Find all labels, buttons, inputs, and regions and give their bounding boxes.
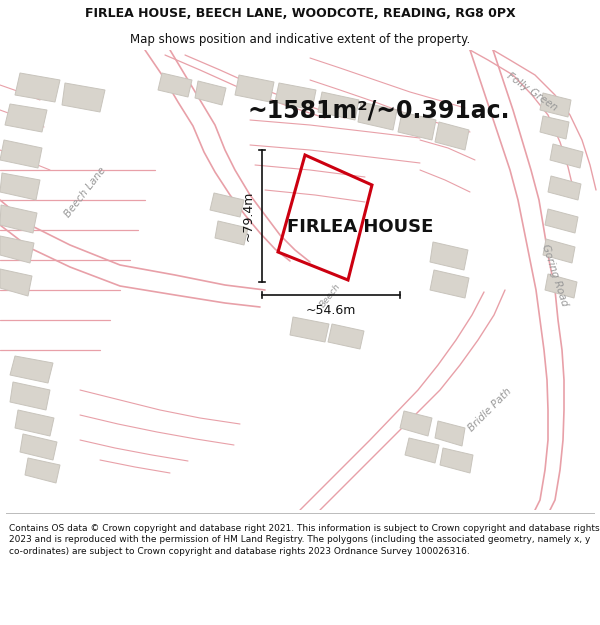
Text: ~54.6m: ~54.6m: [306, 304, 356, 316]
Text: ~1581m²/~0.391ac.: ~1581m²/~0.391ac.: [248, 98, 511, 122]
Polygon shape: [398, 112, 436, 140]
Polygon shape: [0, 173, 40, 200]
Polygon shape: [0, 269, 32, 296]
Text: Beech: Beech: [318, 281, 342, 309]
Polygon shape: [0, 140, 42, 168]
Polygon shape: [275, 83, 316, 110]
Text: Contains OS data © Crown copyright and database right 2021. This information is : Contains OS data © Crown copyright and d…: [9, 524, 599, 556]
Polygon shape: [210, 193, 244, 217]
Text: Beech Lane: Beech Lane: [62, 165, 107, 219]
Polygon shape: [10, 382, 50, 410]
Text: Map shows position and indicative extent of the property.: Map shows position and indicative extent…: [130, 32, 470, 46]
Polygon shape: [548, 176, 581, 200]
Polygon shape: [430, 242, 468, 270]
Text: Folly Green: Folly Green: [505, 71, 559, 113]
Polygon shape: [400, 411, 432, 436]
Text: FIRLEA HOUSE: FIRLEA HOUSE: [287, 218, 433, 236]
Polygon shape: [358, 102, 397, 130]
Polygon shape: [543, 239, 575, 263]
Polygon shape: [435, 122, 469, 150]
Polygon shape: [0, 205, 37, 233]
Polygon shape: [235, 75, 274, 102]
Polygon shape: [440, 448, 473, 473]
Polygon shape: [62, 83, 105, 112]
Polygon shape: [158, 73, 192, 97]
Polygon shape: [540, 116, 569, 139]
Polygon shape: [318, 92, 359, 120]
Polygon shape: [545, 209, 578, 233]
Polygon shape: [20, 434, 57, 460]
Polygon shape: [195, 81, 226, 105]
Polygon shape: [290, 317, 329, 342]
Polygon shape: [405, 438, 439, 463]
Text: FIRLEA HOUSE, BEECH LANE, WOODCOTE, READING, RG8 0PX: FIRLEA HOUSE, BEECH LANE, WOODCOTE, READ…: [85, 7, 515, 20]
Polygon shape: [328, 324, 364, 349]
Polygon shape: [10, 356, 53, 383]
Polygon shape: [545, 274, 577, 298]
Polygon shape: [15, 73, 60, 102]
Text: Bridle Path: Bridle Path: [466, 386, 514, 434]
Polygon shape: [550, 144, 583, 168]
Polygon shape: [540, 93, 571, 117]
Text: Goring Road: Goring Road: [540, 242, 570, 308]
Polygon shape: [25, 458, 60, 483]
Polygon shape: [215, 221, 248, 245]
Polygon shape: [0, 236, 34, 263]
Polygon shape: [435, 421, 465, 446]
Polygon shape: [430, 270, 469, 298]
Polygon shape: [15, 410, 54, 436]
Polygon shape: [5, 104, 47, 132]
Text: ~79.4m: ~79.4m: [241, 191, 254, 241]
